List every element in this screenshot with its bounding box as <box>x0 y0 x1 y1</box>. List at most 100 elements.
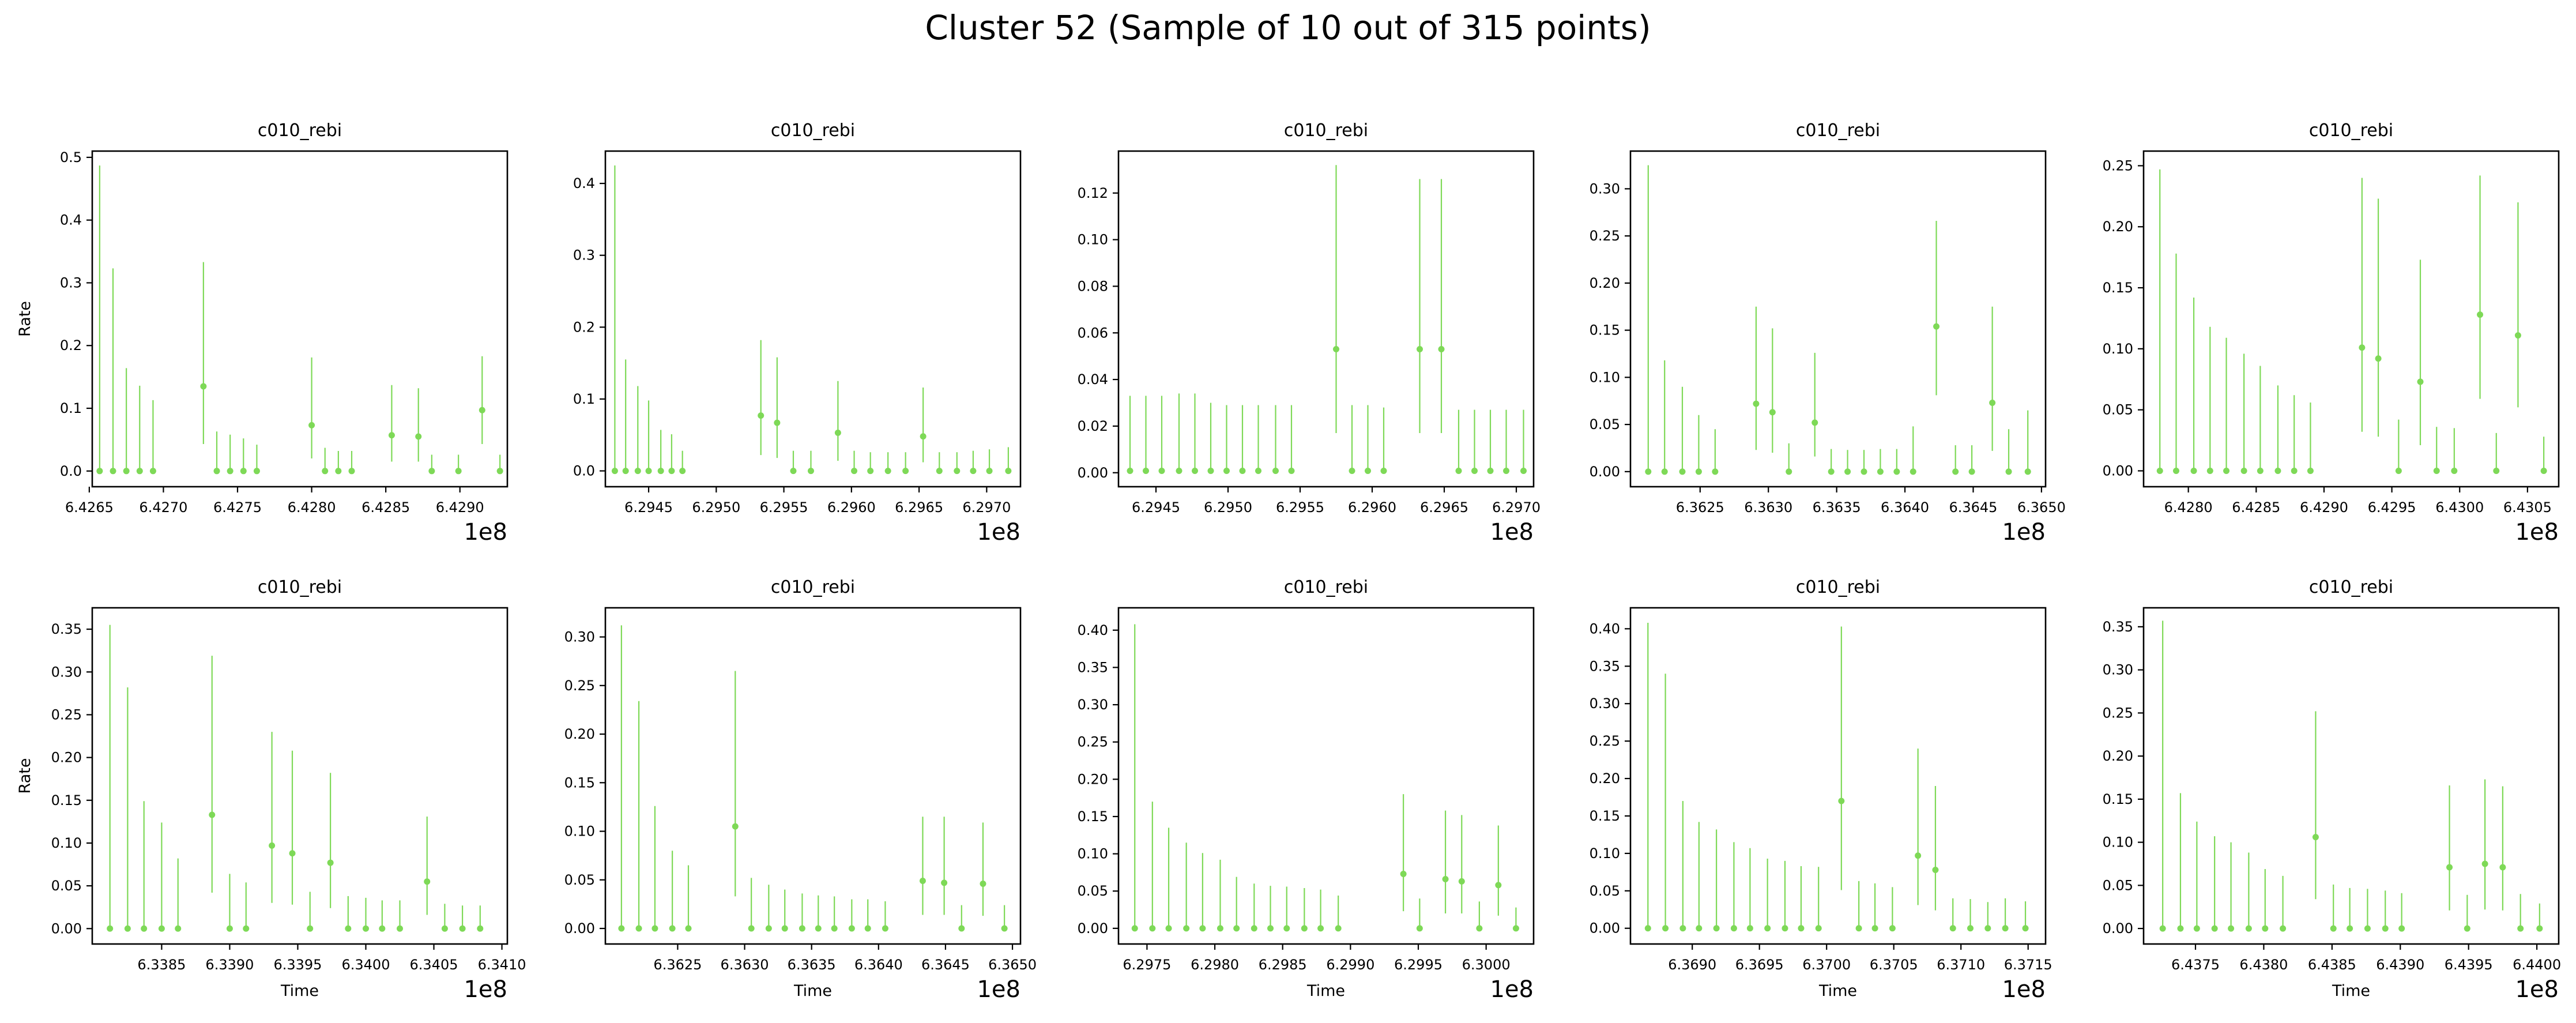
y-tick-label: 0.20 <box>2103 748 2133 764</box>
data-point <box>941 879 948 886</box>
y-tick-label: 0.15 <box>2103 791 2133 807</box>
x-axis-label: Time <box>2332 982 2370 1000</box>
data-point <box>1251 925 1257 932</box>
x-tick-label: 6.4295 <box>2368 499 2416 516</box>
data-point <box>679 468 686 475</box>
y-tick-label: 0.25 <box>1590 228 1620 244</box>
data-point <box>1471 468 1478 475</box>
data-point <box>1786 468 1792 475</box>
data-point <box>213 468 220 475</box>
y-tick-label: 0.30 <box>51 664 82 680</box>
data-point <box>2451 467 2458 474</box>
data-point <box>1239 468 1246 475</box>
data-point <box>1495 882 1502 889</box>
x-tick-label: 6.2985 <box>1259 957 1307 973</box>
data-point <box>1764 925 1771 932</box>
data-point <box>1871 925 1878 932</box>
data-point <box>882 925 888 932</box>
data-point <box>1968 468 1975 475</box>
data-point <box>2433 467 2440 474</box>
data-point <box>1438 346 1445 353</box>
data-point <box>2395 467 2402 474</box>
y-tick-label: 0.00 <box>1078 465 1108 481</box>
data-point <box>2540 467 2547 474</box>
y-tick-label: 0.3 <box>573 247 595 264</box>
data-point <box>335 468 342 475</box>
data-point <box>240 468 247 475</box>
x-axis-label: Time <box>793 982 832 1000</box>
data-point <box>1333 346 1339 353</box>
x-offset-label: 1e8 <box>2002 976 2046 1003</box>
x-axis-label: Time <box>1306 982 1345 1000</box>
x-offset-label: 1e8 <box>1490 976 1534 1003</box>
data-point <box>1158 468 1165 475</box>
data-point <box>1283 925 1290 932</box>
data-point <box>2499 864 2506 871</box>
x-tick-label: 6.2965 <box>1420 499 1468 516</box>
axes-frame <box>91 607 509 945</box>
data-point <box>1984 925 1991 932</box>
data-point <box>345 925 352 932</box>
x-tick-label: 6.3630 <box>1744 499 1792 516</box>
y-tick-label: 0.10 <box>1590 369 1620 385</box>
data-point <box>2022 925 2029 932</box>
x-tick-label: 6.4290 <box>2300 499 2348 516</box>
x-tick-label: 6.4395 <box>2445 957 2493 973</box>
y-tick-label: 0.05 <box>1590 883 1620 899</box>
x-offset-label: 1e8 <box>2515 519 2559 546</box>
data-point <box>1272 468 1279 475</box>
data-point <box>175 925 182 932</box>
x-tick-label: 6.4305 <box>2503 499 2552 516</box>
subplot-grid: c010_rebi 6.4265 6.4270 6.4275 6.4280 6.4285 6… <box>16 121 2561 1003</box>
x-tick-label: 6.4265 <box>65 499 114 516</box>
x-axis-label: Time <box>1818 982 1857 1000</box>
data-series <box>611 165 1012 475</box>
y-tick-label: 0.30 <box>564 629 595 645</box>
x-tick-label: 6.3000 <box>1462 957 1511 973</box>
data-point <box>2291 467 2298 474</box>
data-point <box>668 468 675 475</box>
y-tick-label: 0.5 <box>60 149 82 166</box>
y-tick-label: 0.05 <box>51 878 82 894</box>
data-point <box>2477 311 2484 318</box>
data-point <box>2330 925 2337 932</box>
x-tick-label: 6.3715 <box>2004 957 2052 973</box>
x-tick-label: 6.4285 <box>2232 499 2280 516</box>
y-tick-label: 0.0 <box>573 463 595 479</box>
data-point <box>1335 925 1342 932</box>
data-point <box>2536 925 2543 932</box>
data-point <box>645 468 652 475</box>
x-tick-label: 6.4280 <box>288 499 336 516</box>
data-point <box>919 877 926 884</box>
x-axis-label: Time <box>280 982 319 1000</box>
data-point <box>1815 925 1822 932</box>
data-point <box>1679 925 1686 932</box>
x-tick-label: 6.2970 <box>962 499 1011 516</box>
data-point <box>123 468 130 475</box>
data-point <box>1798 925 1805 932</box>
data-point <box>1317 925 1324 932</box>
y-tick-label: 0.20 <box>2103 219 2133 235</box>
data-point <box>1730 925 1737 932</box>
y-tick-label: 0.2 <box>60 337 82 353</box>
data-point <box>1910 468 1916 475</box>
y-tick-label: 0.15 <box>1590 808 1620 824</box>
x-tick-label: 6.2945 <box>624 499 673 516</box>
data-point <box>1005 468 1012 475</box>
data-point <box>2193 925 2200 932</box>
data-point <box>765 925 772 932</box>
data-point <box>2464 925 2470 932</box>
data-point <box>441 925 448 932</box>
data-point <box>1695 468 1702 475</box>
y-tick-label: 0.15 <box>51 792 82 808</box>
data-point <box>1645 468 1652 475</box>
data-point <box>635 925 642 932</box>
data-point <box>758 412 764 419</box>
data-point <box>2211 925 2218 932</box>
data-point <box>477 925 484 932</box>
x-tick-label: 6.3650 <box>2017 499 2066 516</box>
subplot-title: c010_rebi <box>1284 121 1368 141</box>
y-tick-label: 0.1 <box>60 400 82 416</box>
data-point <box>611 468 618 475</box>
data-point <box>958 925 965 932</box>
